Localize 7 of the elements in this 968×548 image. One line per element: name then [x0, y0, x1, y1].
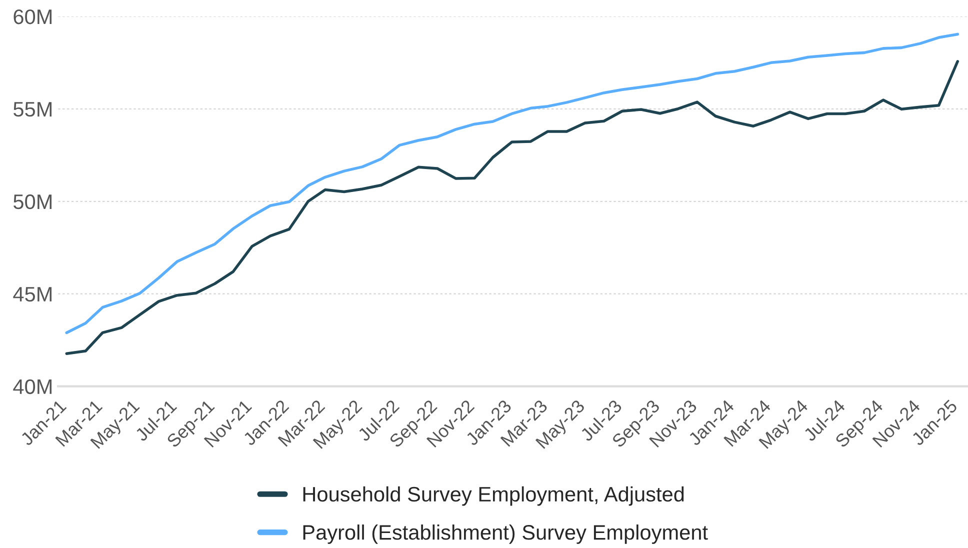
y-tick-label: 55M: [14, 102, 52, 117]
y-tick-label: 40M: [13, 379, 52, 394]
legend-label: Payroll (Establishment) Survey Employment: [303, 524, 708, 544]
y-tick-label: 60M: [14, 9, 52, 24]
y-tick-label: 50M: [14, 194, 52, 210]
y-tick-label: 45M: [13, 287, 52, 302]
legend-label: Household Survey Employment, Adjusted: [303, 486, 684, 506]
